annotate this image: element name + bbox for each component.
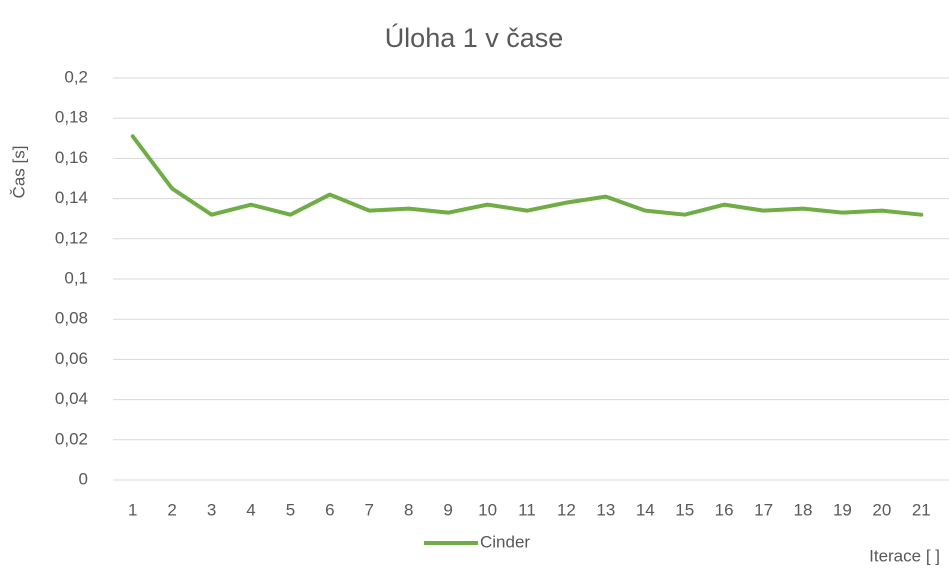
line-series bbox=[130, 134, 924, 217]
x-tick-label: 10 bbox=[478, 500, 497, 519]
y-tick-label: 0 bbox=[79, 469, 88, 488]
x-tick-label: 6 bbox=[325, 500, 334, 519]
y-tick-label: 0,14 bbox=[55, 188, 88, 207]
x-tick-label: 18 bbox=[794, 500, 813, 519]
x-tick-label: 4 bbox=[246, 500, 255, 519]
y-tick-label: 0,12 bbox=[55, 228, 88, 247]
x-tick-label: 11 bbox=[518, 500, 536, 519]
x-tick-label: 12 bbox=[557, 500, 576, 519]
x-axis-label: Iterace [ ] bbox=[869, 546, 940, 565]
y-tick-label: 0,08 bbox=[55, 309, 88, 328]
x-tick-label: 21 bbox=[912, 500, 931, 519]
y-tick-label: 0,04 bbox=[55, 389, 88, 408]
x-tick-label: 14 bbox=[636, 500, 655, 519]
x-tick-label: 2 bbox=[167, 500, 176, 519]
x-tick-label: 15 bbox=[675, 500, 694, 519]
y-tick-label: 0,1 bbox=[64, 268, 88, 287]
x-tick-label: 20 bbox=[872, 500, 891, 519]
x-tick-label: 19 bbox=[833, 500, 852, 519]
x-tick-label: 13 bbox=[596, 500, 615, 519]
y-tick-label: 0,02 bbox=[55, 429, 88, 448]
x-tick-label: 9 bbox=[443, 500, 452, 519]
x-tick-label: 17 bbox=[754, 500, 773, 519]
y-tick-label: 0,18 bbox=[55, 108, 88, 127]
y-axis-label: Čas [s] bbox=[9, 146, 28, 199]
x-tick-label: 1 bbox=[128, 500, 137, 519]
x-tick-label: 8 bbox=[404, 500, 413, 519]
y-tick-label: 0,06 bbox=[55, 349, 88, 368]
x-tick-label: 7 bbox=[365, 500, 374, 519]
y-tick-label: 0,2 bbox=[64, 67, 88, 86]
x-tick-label: 5 bbox=[286, 500, 295, 519]
x-tick-label: 16 bbox=[715, 500, 734, 519]
y-tick-label: 0,16 bbox=[55, 148, 88, 167]
legend-label: Cinder bbox=[480, 532, 530, 551]
x-tick-label: 3 bbox=[207, 500, 216, 519]
chart-title: Úloha 1 v čase bbox=[385, 22, 564, 53]
